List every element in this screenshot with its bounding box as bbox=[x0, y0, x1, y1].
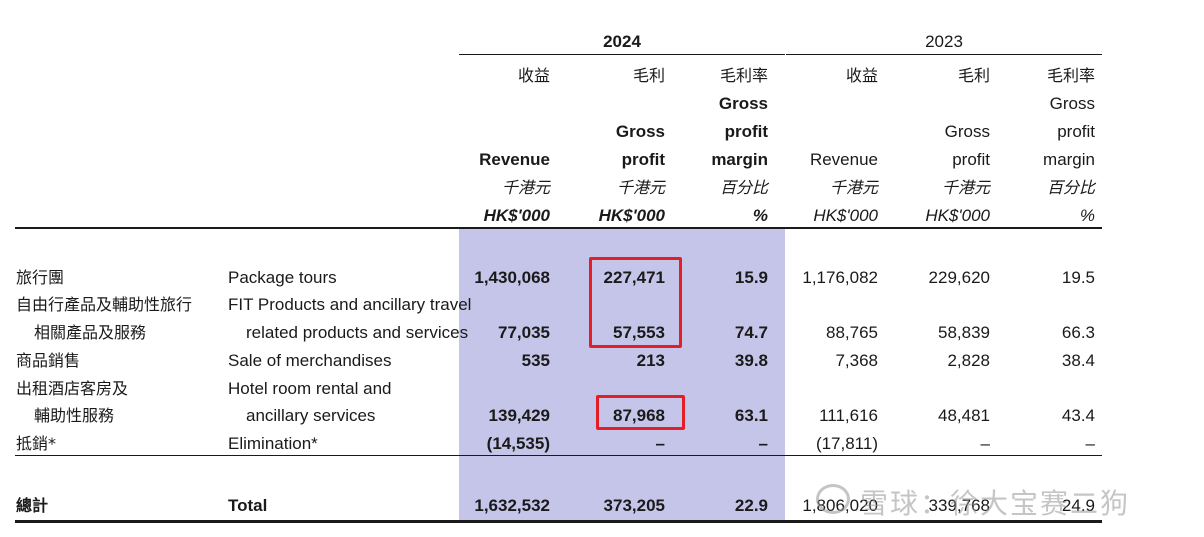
unit-2023-gp-en: HK$'000 bbox=[925, 206, 990, 225]
unit-2024-gm-en: % bbox=[752, 206, 768, 225]
row-hotel-en-1: Hotel room rental and bbox=[228, 379, 392, 398]
elim-2024-gross-profit: – bbox=[655, 434, 665, 453]
fit-2024-revenue: 77,035 bbox=[498, 323, 550, 342]
hotel-2024-gross-profit: 87,968 bbox=[613, 406, 665, 425]
row-hotel-zh-2: 輔助性服務 bbox=[34, 406, 115, 425]
watermark: 雪球：徐大宝赛二狗 bbox=[860, 487, 1131, 520]
package-2023-gross-profit: 229,620 bbox=[928, 268, 990, 287]
total-2024-margin: 22.9 bbox=[734, 496, 768, 515]
header-rule bbox=[15, 227, 1102, 229]
gp-2024-en2: profit bbox=[621, 150, 665, 169]
row-elim-zh: 抵銷* bbox=[16, 434, 57, 453]
elim-2024-margin: – bbox=[758, 434, 768, 453]
unit-2023-rev-en: HK$'000 bbox=[813, 206, 878, 225]
row-package-en: Package tours bbox=[228, 268, 337, 287]
row-merch-en: Sale of merchandises bbox=[228, 351, 392, 370]
hotel-2024-revenue: 139,429 bbox=[488, 406, 550, 425]
unit-2024-gm-zh: 百分比 bbox=[719, 178, 768, 197]
gm-2024-en2: profit bbox=[724, 122, 768, 141]
row-fit-en-2: related products and services bbox=[246, 323, 469, 342]
unit-2023-gp-zh: 千港元 bbox=[941, 178, 990, 197]
unit-2024-rev-zh: 千港元 bbox=[501, 178, 550, 197]
gp-2023-en1: Gross bbox=[944, 122, 990, 141]
package-2024-margin: 15.9 bbox=[734, 268, 768, 287]
merch-2024-revenue: 535 bbox=[521, 351, 550, 370]
fit-2024-gross-profit: 57,553 bbox=[613, 323, 665, 342]
row-merch-zh: 商品銷售 bbox=[16, 351, 81, 370]
year-2023-header: 2023 bbox=[925, 32, 963, 51]
rev-2024-en: Revenue bbox=[479, 150, 550, 169]
row-hotel-zh-1: 出租酒店客房及 bbox=[16, 379, 129, 398]
rev-2023-zh: 收益 bbox=[845, 66, 878, 85]
merch-2023-margin: 38.4 bbox=[1061, 351, 1095, 370]
hotel-2023-margin: 43.4 bbox=[1061, 406, 1095, 425]
package-2024-gross-profit: 227,471 bbox=[603, 268, 665, 287]
unit-2023-gm-zh: 百分比 bbox=[1046, 178, 1095, 197]
fit-2023-revenue: 88,765 bbox=[826, 323, 878, 342]
hotel-2024-margin: 63.1 bbox=[734, 406, 768, 425]
total-2023-gross-profit: 339,768 bbox=[928, 496, 990, 515]
highlight-box-package-fit-gp bbox=[589, 257, 682, 348]
gm-2023-en2: profit bbox=[1057, 122, 1095, 141]
elim-2024-revenue: (14,535) bbox=[486, 434, 550, 453]
gp-2023-zh: 毛利 bbox=[957, 66, 990, 85]
year-2024-rule bbox=[459, 54, 785, 55]
hotel-2023-gross-profit: 48,481 bbox=[938, 406, 990, 425]
highlight-box-hotel-gp bbox=[596, 395, 685, 430]
merch-2023-gross-profit: 2,828 bbox=[947, 351, 990, 370]
highlight-2024-band bbox=[459, 228, 785, 520]
gp-2023-en2: profit bbox=[952, 150, 990, 169]
gm-2024-en3: margin bbox=[711, 150, 768, 169]
year-2023-rule bbox=[786, 54, 1102, 55]
total-rule bbox=[15, 520, 1102, 523]
package-2023-margin: 19.5 bbox=[1061, 268, 1095, 287]
gp-2024-en1: Gross bbox=[615, 122, 665, 141]
unit-2024-gp-en: HK$'000 bbox=[598, 206, 665, 225]
gm-2024-en1: Gross bbox=[718, 94, 768, 113]
row-fit-zh-2: 相關產品及服務 bbox=[34, 323, 147, 342]
unit-2023-rev-zh: 千港元 bbox=[829, 178, 878, 197]
total-2024-revenue: 1,632,532 bbox=[474, 496, 550, 515]
row-fit-en-1: FIT Products and ancillary travel bbox=[228, 295, 472, 314]
package-2024-revenue: 1,430,068 bbox=[474, 268, 550, 287]
elim-2023-gross-profit: – bbox=[980, 434, 990, 453]
gm-2024-zh: 毛利率 bbox=[719, 66, 768, 85]
row-total-zh: 總計 bbox=[16, 496, 49, 515]
snowball-logo-icon bbox=[816, 484, 850, 514]
row-fit-zh-1: 自由行產品及輔助性旅行 bbox=[16, 295, 193, 314]
fit-2023-gross-profit: 58,839 bbox=[938, 323, 990, 342]
row-total-en: Total bbox=[228, 496, 268, 515]
rev-2023-en: Revenue bbox=[809, 150, 878, 169]
fit-2023-margin: 66.3 bbox=[1061, 323, 1095, 342]
total-2024-gross-profit: 373,205 bbox=[603, 496, 665, 515]
hotel-2023-revenue: 111,616 bbox=[819, 406, 878, 425]
merch-2023-revenue: 7,368 bbox=[835, 351, 878, 370]
row-elim-en: Elimination* bbox=[228, 434, 318, 453]
unit-2024-rev-en: HK$'000 bbox=[483, 206, 550, 225]
elim-2023-revenue: (17,811) bbox=[815, 434, 878, 453]
gm-2023-zh: 毛利率 bbox=[1046, 66, 1095, 85]
gp-2024-zh: 毛利 bbox=[632, 66, 665, 85]
gm-2023-en1: Gross bbox=[1049, 94, 1095, 113]
merch-2024-margin: 39.8 bbox=[734, 351, 768, 370]
row-package-zh: 旅行團 bbox=[16, 268, 65, 287]
unit-2024-gp-zh: 千港元 bbox=[616, 178, 665, 197]
unit-2023-gm-en: % bbox=[1079, 206, 1095, 225]
total-2023-margin: 24.9 bbox=[1061, 496, 1095, 515]
year-2024-header: 2024 bbox=[603, 32, 641, 51]
merch-2024-gross-profit: 213 bbox=[636, 351, 665, 370]
row-hotel-en-2: ancillary services bbox=[246, 406, 376, 425]
gm-2023-en3: margin bbox=[1043, 150, 1095, 169]
fit-2024-margin: 74.7 bbox=[734, 323, 768, 342]
package-2023-revenue: 1,176,082 bbox=[802, 268, 878, 287]
rev-2024-zh: 收益 bbox=[517, 66, 550, 85]
subtotal-rule bbox=[15, 455, 1102, 456]
elim-2023-margin: – bbox=[1085, 434, 1095, 453]
